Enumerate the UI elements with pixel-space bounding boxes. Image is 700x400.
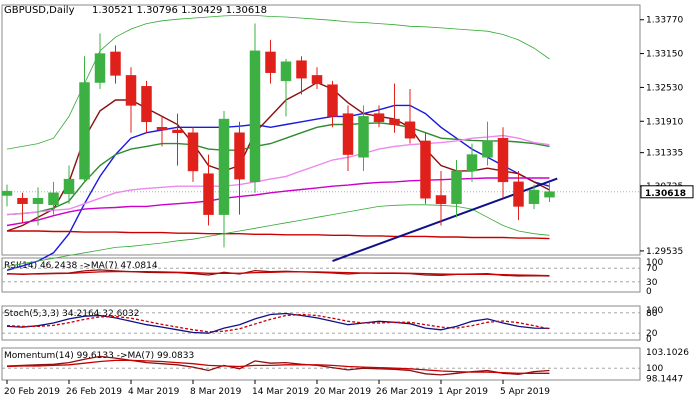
candle-body — [1, 190, 13, 196]
indicator-axis-label: 80 — [646, 309, 658, 319]
candle-body — [435, 195, 447, 204]
chart-ohlc-readout: 1.30521 1.30796 1.30429 1.30618 — [92, 5, 267, 16]
indicator-axis-label: 0 — [646, 335, 652, 345]
current-price-label: 1.30618 — [645, 189, 686, 199]
candle-body — [497, 137, 509, 183]
candle-body — [172, 129, 183, 133]
indicator-axis-label: 103.1026 — [646, 348, 689, 358]
candle-body — [187, 132, 199, 172]
candle-body — [265, 51, 276, 73]
candle-body — [125, 75, 137, 106]
candle-body — [203, 173, 214, 215]
indicator-axis-label: 20 — [646, 329, 658, 339]
ma-red-long-line — [7, 230, 550, 240]
candle-body — [373, 113, 385, 123]
candle-body — [249, 50, 261, 183]
panel-frame-3 — [1, 347, 641, 381]
time-axis-label: 20 Feb 2019 — [4, 387, 60, 397]
current-price-tag — [640, 185, 694, 199]
time-axis-label: 14 Mar 2019 — [252, 387, 309, 397]
stoch-panel-title: Stoch(5,3,3) 34.2164 32.6032 — [4, 309, 139, 319]
rsi-ma-line — [7, 270, 550, 277]
panel-frame-1 — [1, 257, 641, 293]
price-axis-label: 1.29535 — [646, 247, 683, 257]
time-axis-label: 4 Mar 2019 — [128, 387, 180, 397]
candle-body — [466, 154, 478, 172]
candle-body — [141, 86, 152, 123]
candle-body — [94, 53, 106, 83]
candle-body — [420, 140, 431, 199]
bollinger-lower-line — [6, 204, 550, 267]
indicator-axis-label: 98.1447 — [646, 375, 683, 385]
panel-frame-0 — [1, 4, 641, 256]
indicator-axis-label: 100 — [646, 364, 663, 374]
candle-body — [296, 60, 307, 79]
price-axis-label: 1.33770 — [646, 16, 683, 26]
candle-body — [110, 51, 121, 76]
candle-body — [32, 197, 44, 204]
price-axis-label: 1.32530 — [646, 83, 683, 93]
candle-body — [528, 189, 540, 204]
momentum-line — [6, 355, 550, 376]
time-axis-label: 26 Feb 2019 — [66, 387, 122, 397]
time-axis-label: 26 Mar 2019 — [376, 387, 433, 397]
time-axis-label: 8 Mar 2019 — [190, 387, 242, 397]
indicator-axis-label: 100 — [646, 306, 663, 316]
candle-body — [482, 140, 493, 158]
ma-green-line — [6, 122, 550, 216]
candle-body — [280, 61, 292, 82]
candle-body — [513, 181, 524, 207]
time-axis-label: 1 Apr 2019 — [438, 387, 488, 397]
indicator-axis-label: 0 — [646, 287, 652, 297]
time-axis-label: 5 Apr 2019 — [500, 387, 550, 397]
candle-body — [17, 197, 28, 204]
candle-body — [79, 82, 90, 180]
momentum-ma-line — [6, 359, 550, 374]
price-axis-label: 1.31335 — [646, 149, 683, 159]
candle-body — [48, 192, 59, 206]
indicator-axis-label: 30 — [646, 278, 658, 288]
candle-body — [342, 113, 354, 155]
candle-body — [63, 178, 75, 195]
candle-body — [156, 127, 168, 131]
candle-body — [327, 84, 338, 117]
candle-body — [451, 170, 462, 204]
candle-body — [544, 191, 555, 198]
candle-body — [218, 118, 230, 215]
ma-pink-line — [6, 134, 550, 216]
indicator-axis-label: 100 — [646, 258, 663, 268]
chart-symbol-title: GBPUSD,Daily — [4, 5, 75, 16]
stoch-signal-line — [6, 313, 550, 333]
stoch-main-line — [6, 312, 550, 334]
candle-body — [311, 75, 323, 84]
price-axis-label: 1.33150 — [646, 50, 683, 60]
candle-body — [234, 132, 245, 180]
price-axis-label: 1.31910 — [646, 117, 683, 127]
rsi-panel-title: RSI(14) 46.2438 ->MA(7) 47.0814 — [4, 261, 158, 271]
time-axis-label: 20 Mar 2019 — [314, 387, 371, 397]
candle-body — [358, 116, 369, 158]
candle-body — [404, 121, 416, 139]
panel-frame-2 — [1, 305, 641, 341]
indicator-axis-label: 70 — [646, 264, 658, 274]
candle-body — [389, 118, 400, 125]
